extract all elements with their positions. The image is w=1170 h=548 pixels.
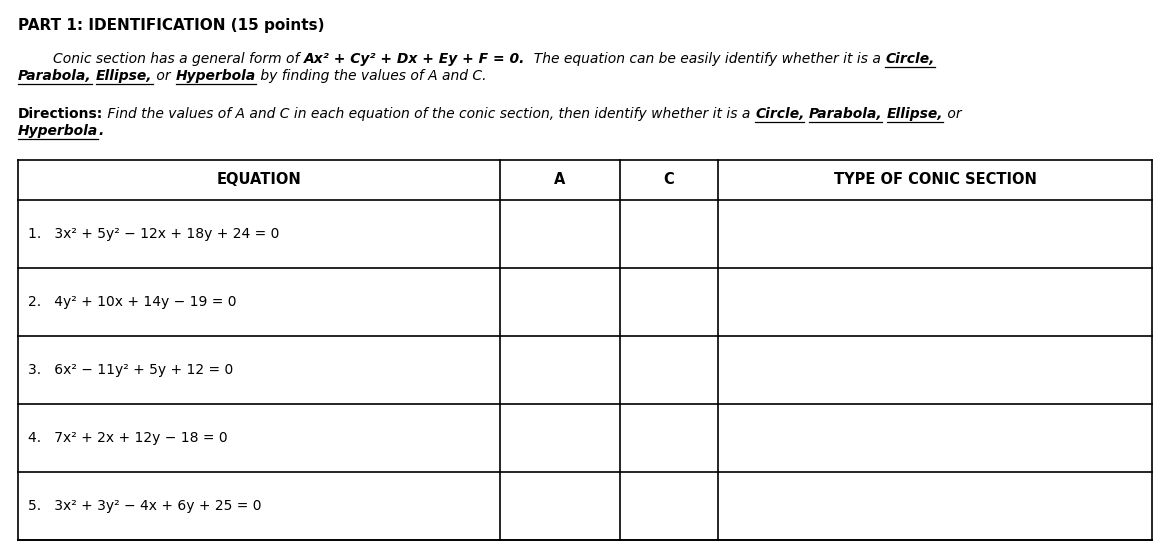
Text: Hyperbola: Hyperbola: [18, 124, 98, 138]
Text: by finding the values of A and C.: by finding the values of A and C.: [256, 69, 487, 83]
Text: The equation can be easily identify whether it is a: The equation can be easily identify whet…: [525, 52, 886, 66]
Text: .: .: [98, 124, 103, 138]
Text: Circle,: Circle,: [755, 107, 805, 121]
Text: 1.   3x² + 5y² − 12x + 18y + 24 = 0: 1. 3x² + 5y² − 12x + 18y + 24 = 0: [28, 227, 280, 241]
Text: PART 1: IDENTIFICATION (15 points): PART 1: IDENTIFICATION (15 points): [18, 18, 324, 33]
Text: 3.   6x² − 11y² + 5y + 12 = 0: 3. 6x² − 11y² + 5y + 12 = 0: [28, 363, 233, 377]
Text: Parabola,: Parabola,: [18, 69, 91, 83]
Text: A: A: [555, 173, 565, 187]
Text: Find the values of A and C in each equation of the conic section, then identify : Find the values of A and C in each equat…: [103, 107, 755, 121]
Text: TYPE OF CONIC SECTION: TYPE OF CONIC SECTION: [833, 173, 1037, 187]
Text: Hyperbola: Hyperbola: [176, 69, 256, 83]
Text: Parabola,: Parabola,: [808, 107, 882, 121]
Text: Circle,: Circle,: [886, 52, 935, 66]
Text: 5.   3x² + 3y² − 4x + 6y + 25 = 0: 5. 3x² + 3y² − 4x + 6y + 25 = 0: [28, 499, 262, 513]
Text: 2.   4y² + 10x + 14y − 19 = 0: 2. 4y² + 10x + 14y − 19 = 0: [28, 295, 236, 309]
Text: or: or: [152, 69, 175, 83]
Text: C: C: [663, 173, 674, 187]
Text: 4.   7x² + 2x + 12y − 18 = 0: 4. 7x² + 2x + 12y − 18 = 0: [28, 431, 228, 445]
Text: Ellipse,: Ellipse,: [887, 107, 943, 121]
Text: Directions:: Directions:: [18, 107, 103, 121]
Text: or: or: [943, 107, 962, 121]
Text: Conic section has a general form of: Conic section has a general form of: [18, 52, 304, 66]
Text: Ellipse,: Ellipse,: [96, 69, 152, 83]
Text: EQUATION: EQUATION: [216, 173, 302, 187]
Text: Ax² + Cy² + Dx + Ey + F = 0.: Ax² + Cy² + Dx + Ey + F = 0.: [304, 52, 525, 66]
